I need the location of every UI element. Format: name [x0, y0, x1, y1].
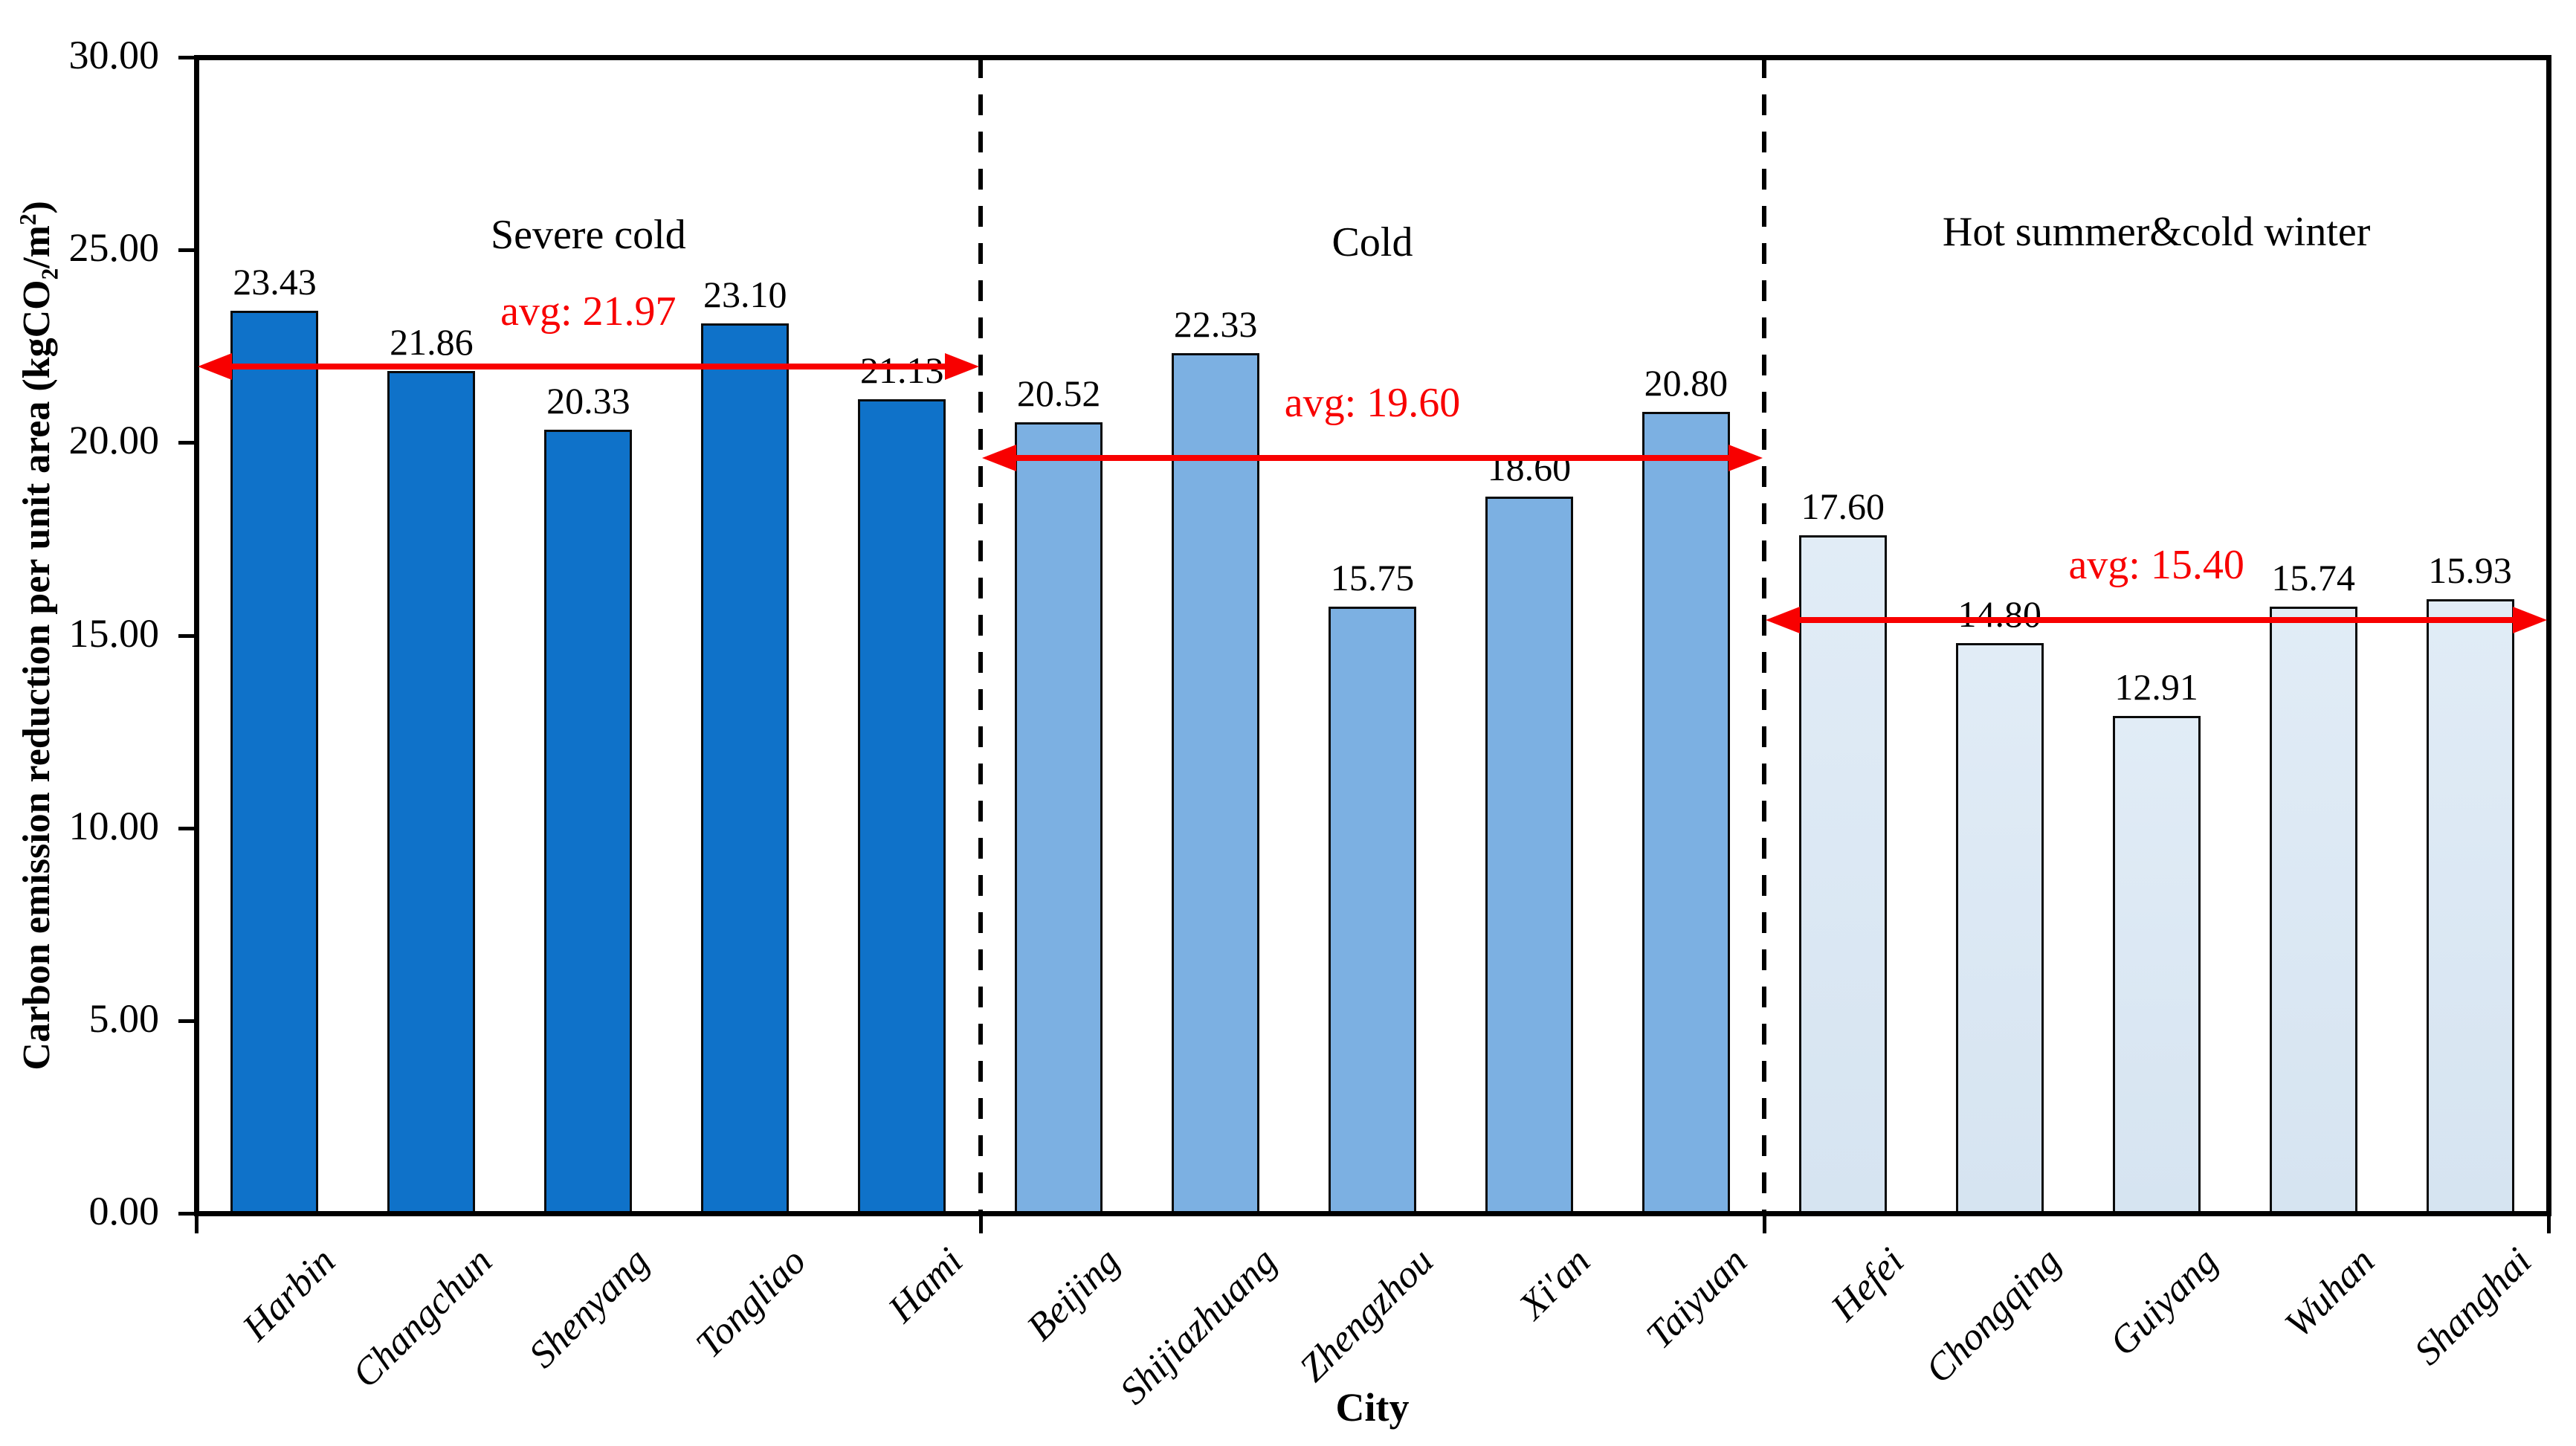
y-tick-label: 30.00 [68, 33, 160, 77]
bar [387, 370, 476, 1213]
arrow-right-icon [2513, 606, 2547, 633]
x-axis-tick [978, 1216, 983, 1233]
avg-arrow-line [1792, 616, 2520, 623]
y-axis-tick [178, 1019, 196, 1023]
y-tick-label: 20.00 [68, 418, 160, 463]
group-separator-line [978, 57, 983, 1213]
y-axis-tick [178, 56, 196, 59]
x-axis-tick [1763, 1216, 1767, 1233]
y-axis-tick [178, 633, 196, 638]
y-tick-label: 10.00 [68, 803, 160, 848]
avg-label: avg: 19.60 [1284, 380, 1461, 427]
arrow-left-icon [1766, 606, 1801, 633]
avg-arrow-line [225, 364, 952, 370]
bar [1485, 496, 1573, 1213]
plot-border-right [2546, 55, 2551, 1216]
bar-value-label: 14.80 [1957, 593, 2041, 635]
y-axis-title-text: Carbon emission reduction per unit area … [16, 280, 59, 1071]
bar [1642, 411, 1730, 1213]
bar-value-label: 20.80 [1644, 361, 1728, 404]
plot-border-bottom [194, 1211, 2551, 1216]
avg-label: avg: 15.40 [2068, 541, 2244, 588]
y-tick-label: 15.00 [68, 610, 160, 656]
avg-label: avg: 21.97 [500, 288, 677, 335]
bar [701, 323, 790, 1213]
bar [1955, 642, 2044, 1213]
bar-value-label: 21.13 [859, 349, 944, 391]
group-title: Cold [1331, 219, 1413, 265]
bar-value-label: 21.86 [390, 320, 474, 363]
x-tick-label-city: Shanghai [2406, 1239, 2540, 1374]
group-separator-line [1762, 57, 1767, 1213]
y-tick-label: 0.00 [88, 1189, 160, 1233]
bar [544, 430, 633, 1213]
bar [858, 398, 946, 1213]
x-axis-title: City [1335, 1385, 1410, 1430]
y-axis-tick [178, 826, 196, 830]
bar [1329, 606, 1416, 1213]
y-axis-tick [178, 1212, 196, 1216]
arrow-left-icon [198, 353, 232, 381]
bar-value-label: 17.60 [1801, 485, 1885, 527]
bar [2269, 607, 2357, 1213]
bar [1015, 422, 1103, 1213]
plot-border-top [194, 55, 2551, 60]
y-axis-title-subscript: 2 [36, 268, 63, 280]
group-title: Severe cold [490, 212, 686, 258]
bar [1172, 352, 1260, 1213]
x-axis-tick [2547, 1216, 2551, 1233]
y-axis-tick [178, 441, 196, 445]
bar-value-label: 22.33 [1173, 303, 1258, 345]
bar [2112, 715, 2201, 1213]
arrow-left-icon [981, 445, 1016, 472]
bar [1798, 535, 1887, 1213]
group-title: Hot summer&cold winter [1942, 209, 2371, 255]
y-tick-label: 25.00 [68, 225, 160, 271]
bar-value-label: 12.91 [2114, 665, 2198, 708]
x-axis-tick [195, 1216, 198, 1233]
bar-value-label: 20.33 [546, 380, 630, 422]
plot-border-left [194, 55, 199, 1216]
bar [2426, 599, 2514, 1213]
bar-value-label: 15.93 [2428, 549, 2512, 592]
y-axis-title-text-end: ) [16, 200, 59, 214]
bar-value-label: 23.10 [703, 273, 787, 315]
avg-arrow-line [1008, 455, 1737, 462]
y-tick-label: 5.00 [88, 995, 160, 1041]
bar-value-label: 20.52 [1016, 372, 1101, 415]
bar-value-label: 23.43 [233, 260, 317, 303]
arrow-right-icon [1728, 445, 1763, 472]
bar [230, 310, 319, 1213]
bar-value-label: 15.75 [1330, 556, 1415, 598]
y-axis-tick [178, 248, 196, 253]
bar-value-label: 15.74 [2271, 557, 2355, 599]
arrow-right-icon [944, 353, 979, 381]
y-axis-title-superscript: 2 [15, 213, 42, 225]
